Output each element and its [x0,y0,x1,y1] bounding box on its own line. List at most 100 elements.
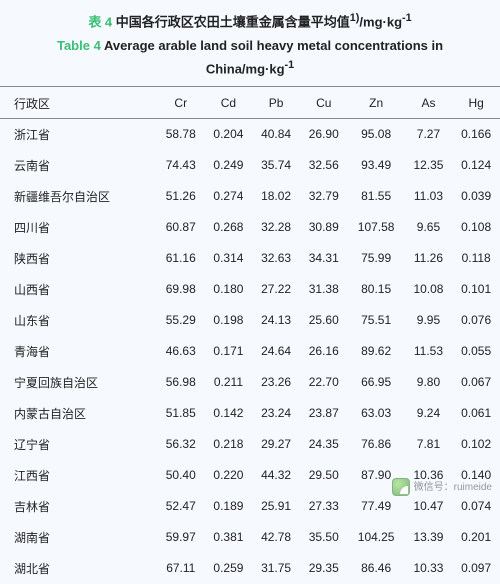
cell-value: 0.142 [205,398,253,429]
cell-value: 95.08 [348,118,405,150]
cell-value: 0.274 [205,181,253,212]
cell-value: 80.15 [348,274,405,305]
cell-value: 26.16 [300,336,348,367]
cell-value: 0.067 [452,367,500,398]
cell-value: 23.26 [252,367,300,398]
cell-region: 陕西省 [0,243,157,274]
table-row: 四川省60.870.26832.2830.89107.589.650.108 [0,212,500,243]
watermark: 微信号：ruimeide [392,478,492,496]
cell-value: 67.11 [157,553,205,584]
table-label-zh: 表 4 [88,14,112,29]
cell-value: 60.87 [157,212,205,243]
cell-value: 25.60 [300,305,348,336]
cell-value: 40.84 [252,118,300,150]
cell-region: 江西省 [0,460,157,491]
cell-value: 50.40 [157,460,205,491]
table-row: 青海省46.630.17124.6426.1689.6211.530.055 [0,336,500,367]
cell-value: 76.86 [348,429,405,460]
cell-value: 104.25 [348,522,405,553]
cell-value: 12.35 [405,150,453,181]
table-row: 湖北省67.110.25931.7529.3586.4610.330.097 [0,553,500,584]
cell-value: 11.03 [405,181,453,212]
cell-value: 11.53 [405,336,453,367]
cell-value: 63.03 [348,398,405,429]
cell-value: 0.189 [205,491,253,522]
table-row: 山东省55.290.19824.1325.6075.519.950.076 [0,305,500,336]
cell-value: 61.16 [157,243,205,274]
table-row: 新疆维吾尔自治区51.260.27418.0232.7981.5511.030.… [0,181,500,212]
col-region: 行政区 [0,86,157,118]
cell-value: 32.28 [252,212,300,243]
cell-value: 0.198 [205,305,253,336]
cell-value: 0.218 [205,429,253,460]
cell-value: 10.08 [405,274,453,305]
cell-value: 0.171 [205,336,253,367]
cell-value: 35.74 [252,150,300,181]
cell-value: 0.076 [452,305,500,336]
table-row: 浙江省58.780.20440.8426.9095.087.270.166 [0,118,500,150]
cell-value: 93.49 [348,150,405,181]
cell-region: 湖北省 [0,553,157,584]
cell-value: 0.268 [205,212,253,243]
cell-region: 山西省 [0,274,157,305]
caption-en: Table 4 Average arable land soil heavy m… [16,36,484,80]
data-table: 行政区CrCdPbCuZnAsHg 浙江省58.780.20440.8426.9… [0,86,500,584]
cell-value: 29.27 [252,429,300,460]
cell-value: 51.26 [157,181,205,212]
cell-value: 29.35 [300,553,348,584]
cell-value: 7.81 [405,429,453,460]
title-en: Average arable land soil heavy metal con… [101,38,443,76]
cell-value: 52.47 [157,491,205,522]
cell-value: 0.201 [452,522,500,553]
cell-value: 25.91 [252,491,300,522]
cell-value: 0.166 [452,118,500,150]
cell-value: 46.63 [157,336,205,367]
cell-value: 0.204 [205,118,253,150]
table-body: 浙江省58.780.20440.8426.9095.087.270.166云南省… [0,118,500,584]
cell-value: 9.95 [405,305,453,336]
cell-value: 0.124 [452,150,500,181]
cell-value: 0.211 [205,367,253,398]
cell-region: 四川省 [0,212,157,243]
cell-value: 32.79 [300,181,348,212]
cell-value: 55.29 [157,305,205,336]
cell-value: 0.055 [452,336,500,367]
cell-value: 0.381 [205,522,253,553]
cell-value: 22.70 [300,367,348,398]
cell-value: 35.50 [300,522,348,553]
cell-value: 86.46 [348,553,405,584]
table-row: 云南省74.430.24935.7432.5693.4912.350.124 [0,150,500,181]
cell-value: 11.26 [405,243,453,274]
cell-value: 24.64 [252,336,300,367]
cell-region: 新疆维吾尔自治区 [0,181,157,212]
cell-value: 13.39 [405,522,453,553]
cell-value: 0.180 [205,274,253,305]
table-head: 行政区CrCdPbCuZnAsHg [0,86,500,118]
cell-value: 42.78 [252,522,300,553]
cell-value: 18.02 [252,181,300,212]
cell-value: 75.51 [348,305,405,336]
cell-region: 山东省 [0,305,157,336]
cell-value: 51.85 [157,398,205,429]
cell-value: 0.259 [205,553,253,584]
cell-value: 24.35 [300,429,348,460]
col-pb: Pb [252,86,300,118]
cell-region: 湖南省 [0,522,157,553]
cell-value: 58.78 [157,118,205,150]
cell-value: 59.97 [157,522,205,553]
title-sup: 1) [350,12,360,24]
cell-value: 32.56 [300,150,348,181]
cell-value: 0.118 [452,243,500,274]
cell-value: 0.097 [452,553,500,584]
cell-value: 0.039 [452,181,500,212]
cell-value: 30.89 [300,212,348,243]
table-row: 宁夏回族自治区56.980.21123.2622.7066.959.800.06… [0,367,500,398]
col-cu: Cu [300,86,348,118]
cell-value: 23.87 [300,398,348,429]
cell-value: 0.249 [205,150,253,181]
table-row: 湖南省59.970.38142.7835.50104.2513.390.201 [0,522,500,553]
cell-value: 66.95 [348,367,405,398]
cell-value: 29.50 [300,460,348,491]
watermark-line1: 微信号：ruimeide [414,482,492,493]
cell-value: 7.27 [405,118,453,150]
